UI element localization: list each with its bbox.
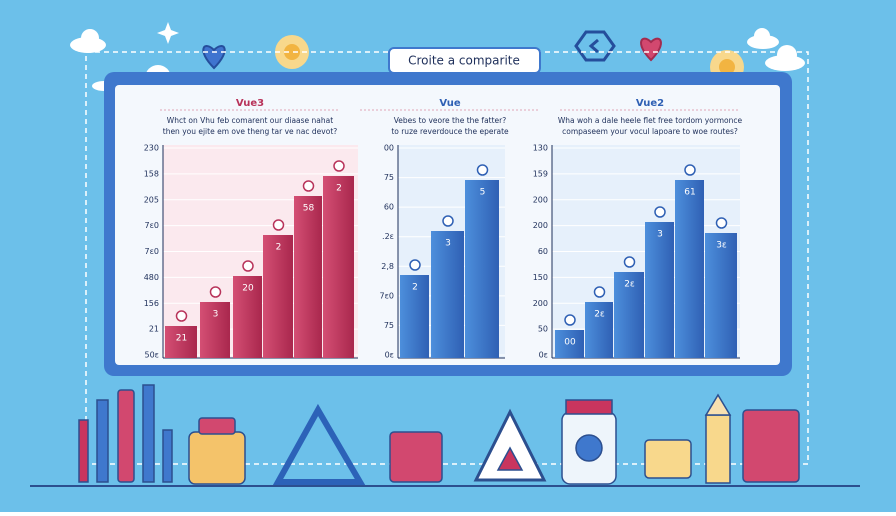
- bar: [263, 235, 293, 358]
- axis-label: 7ε0: [379, 291, 394, 300]
- bar: [645, 222, 674, 358]
- axis-label: 156: [144, 299, 159, 308]
- axis-label: 200: [533, 195, 548, 204]
- bar-label: 00: [564, 338, 576, 348]
- axis-label: 75: [384, 173, 394, 182]
- bar-badge: [684, 164, 696, 176]
- panel-subtitle: Whct on Vhu feb comarent our diaase naha…: [167, 116, 333, 125]
- axis-label: .2ε: [382, 232, 394, 241]
- heart-icon: [202, 45, 226, 70]
- axis-label: 158: [144, 169, 159, 178]
- axis-label: 130: [533, 144, 548, 153]
- axis-label: 7ε0: [144, 247, 159, 256]
- bar: [323, 176, 354, 358]
- axis-label: 0ε: [539, 351, 548, 360]
- bar-label: 3ε: [716, 241, 727, 251]
- bar-label: 2: [336, 184, 342, 194]
- stationery: [78, 384, 800, 485]
- bar: [675, 180, 704, 358]
- panel-subtitle: to ruze reverdouce the eperate: [391, 127, 509, 136]
- bar-label: 2ε: [594, 310, 605, 320]
- panel-subtitle: Vebes to veore the the fatter?: [394, 116, 507, 125]
- axis-label: 159: [533, 169, 548, 178]
- bar-badge: [442, 215, 454, 227]
- bar-label: 3: [445, 239, 451, 249]
- panel-title: Vue2: [636, 98, 664, 109]
- bar-label: 61: [684, 188, 695, 198]
- bar-badge: [272, 219, 285, 231]
- axis-label: 200: [533, 299, 548, 308]
- bar: [465, 180, 499, 358]
- bar-label: 2: [276, 243, 282, 253]
- hex-button: [574, 30, 616, 62]
- panel-title: Vue3: [236, 98, 264, 109]
- bar: [400, 275, 429, 358]
- page-title: Croite a comparite: [408, 54, 520, 68]
- bar-badge: [409, 259, 421, 271]
- bar-label: 2ε: [624, 280, 635, 290]
- axis-label: 2,8: [381, 262, 394, 271]
- bar-badge: [209, 286, 222, 298]
- bar: [585, 302, 613, 358]
- bar-badge: [476, 164, 489, 176]
- axis-label: 200: [533, 221, 548, 230]
- bar-badge: [593, 286, 606, 298]
- bar: [431, 231, 464, 358]
- bar-label: 2: [412, 283, 418, 293]
- axis-label: 00: [384, 144, 394, 153]
- bar-badge: [715, 217, 728, 229]
- bar-label: 3: [213, 310, 219, 320]
- title-box: [388, 47, 541, 74]
- axis-label: 50: [538, 325, 548, 334]
- axis-label: 75: [384, 321, 394, 330]
- bar: [165, 326, 197, 358]
- bar-label: 3: [657, 230, 663, 240]
- panel-subtitle: Wha woh a dale heele flet free tordom yo…: [558, 116, 743, 125]
- heart-icon: [640, 37, 662, 62]
- bar-badge: [654, 206, 666, 218]
- axis-label: 205: [144, 195, 159, 204]
- bar-badge: [623, 256, 636, 268]
- bar: [200, 302, 230, 358]
- bar-badge: [302, 180, 315, 192]
- bar-badge: [175, 310, 188, 322]
- axis-label: 7ε0: [144, 221, 159, 230]
- panel-subtitle: then you ejite em ove theng tar ve nac d…: [163, 127, 338, 136]
- axis-label: 0ε: [385, 351, 394, 360]
- axis-label: 60: [384, 203, 394, 212]
- sparkle: [157, 22, 179, 44]
- axis-label: 60: [538, 247, 548, 256]
- bar-badge: [242, 260, 254, 272]
- bar: [614, 272, 644, 358]
- bar-label: 58: [303, 204, 315, 214]
- bar-badge: [333, 160, 345, 172]
- axis-label: 480: [144, 273, 159, 282]
- back-arrow: [588, 38, 599, 54]
- bar-badge: [564, 314, 576, 326]
- panel-title: Vue: [439, 98, 461, 109]
- bar-label: 21: [176, 334, 187, 344]
- axis-label: 50ε: [144, 351, 159, 360]
- axis-label: 230: [144, 144, 159, 153]
- bar: [233, 276, 262, 358]
- panel-subtitle: compaseem your vocul lapoare to woe rout…: [562, 127, 738, 136]
- bar: [705, 233, 737, 358]
- bar-label: 5: [480, 188, 486, 198]
- bar-label: 20: [242, 284, 254, 294]
- axis-label: 150: [533, 273, 548, 282]
- bar: [555, 330, 584, 358]
- axis-label: 21: [149, 325, 159, 334]
- bar: [294, 196, 322, 358]
